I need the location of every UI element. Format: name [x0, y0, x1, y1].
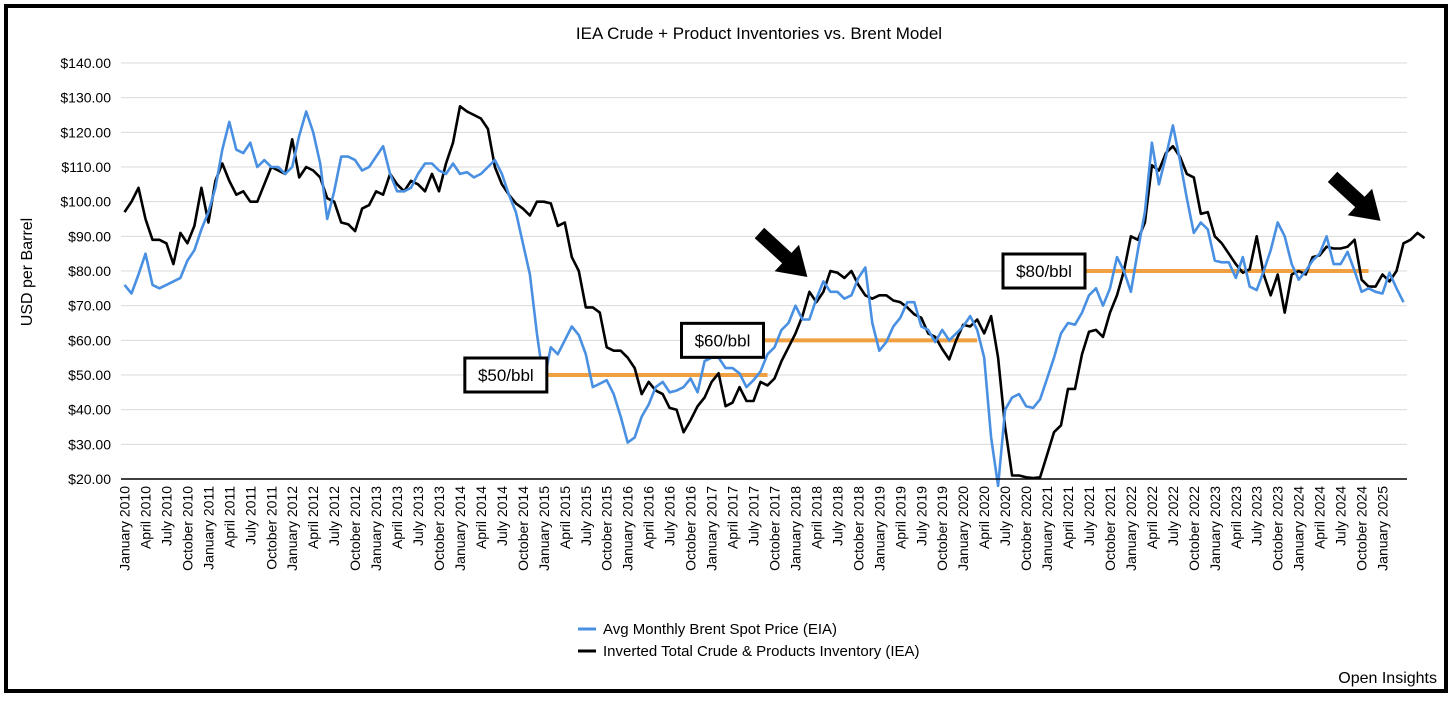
- y-tick-label: $40.00: [68, 402, 111, 418]
- x-tick-label: October 2021: [1102, 486, 1118, 571]
- x-tick-label: January 2016: [620, 486, 636, 571]
- chart-title: IEA Crude + Product Inventories vs. Bren…: [576, 24, 942, 43]
- x-tick-label: January 2019: [871, 486, 887, 571]
- x-tick-label: April 2017: [725, 486, 741, 549]
- y-tick-label: $70.00: [68, 298, 111, 314]
- x-tick-label: April 2014: [473, 486, 489, 549]
- x-tick-label: April 2022: [1144, 486, 1160, 549]
- series-line-brent: [123, 110, 1405, 488]
- legend-label-brent: Avg Monthly Brent Spot Price (EIA): [603, 621, 837, 638]
- x-tick-labels: January 2010 April 2010 July 2010 October 2…: [117, 486, 1391, 571]
- x-tick-label: April 2024: [1312, 486, 1328, 549]
- annotation-boxes: $50/bbl $60/bbl $80/bbl: [463, 252, 1087, 394]
- source-label: Open Insights: [1338, 670, 1437, 687]
- x-tick-label: July 2012: [326, 486, 342, 546]
- x-tick-label: October 2016: [683, 486, 699, 571]
- x-tick-label: April 2015: [557, 486, 573, 549]
- x-tick-label: October 2010: [179, 486, 195, 571]
- x-tick-label: July 2013: [410, 486, 426, 546]
- annotation-box-50: [463, 356, 549, 394]
- y-tick-label: $30.00: [68, 436, 111, 452]
- y-tick-labels: $20.00 $30.00 $40.00 $50.00 $60.00 $70.00 $80.…: [60, 55, 111, 487]
- x-tick-label: July 2024: [1333, 486, 1349, 546]
- legend: Avg Monthly Brent Spot Price (EIA) Inver…: [578, 621, 920, 660]
- x-tick-label: April 2021: [1060, 486, 1076, 549]
- x-tick-label: July 2010: [158, 486, 174, 546]
- x-tick-label: January 2025: [1375, 486, 1391, 571]
- x-tick-label: October 2019: [934, 486, 950, 571]
- arrow-1: [754, 227, 808, 277]
- series-lines: [123, 105, 1426, 488]
- x-tick-label: January 2011: [200, 486, 216, 570]
- x-tick-label: July 2021: [1081, 486, 1097, 546]
- y-tick-label: $140.00: [60, 55, 111, 71]
- x-tick-label: October 2014: [515, 486, 531, 571]
- legend-label-inventory: Inverted Total Crude & Products Inventor…: [603, 643, 920, 660]
- x-tick-label: April 2019: [892, 486, 908, 549]
- annotation-lines: [546, 269, 1369, 377]
- x-tick-label: January 2017: [704, 486, 720, 571]
- x-tick-label: October 2017: [767, 486, 783, 571]
- annotation-label-80: $80/bbl: [1016, 262, 1072, 281]
- x-tick-label: January 2023: [1207, 486, 1223, 571]
- y-tick-label: $100.00: [60, 194, 111, 210]
- x-tick-label: July 2016: [662, 486, 678, 546]
- y-tick-label: $110.00: [61, 159, 111, 175]
- x-tick-label: July 2017: [746, 486, 762, 546]
- x-tick-label: January 2013: [368, 486, 384, 571]
- x-tick-label: April 2010: [138, 486, 154, 549]
- x-tick-label: January 2020: [955, 486, 971, 571]
- x-tick-label: January 2014: [452, 486, 468, 571]
- y-tick-label: $120.00: [60, 124, 111, 140]
- series-line-inventory: [123, 105, 1426, 480]
- y-tick-label: $130.00: [60, 90, 111, 106]
- x-tick-label: April 2016: [641, 486, 657, 549]
- x-tick-label: April 2020: [976, 486, 992, 549]
- annotation-box-60: [679, 321, 765, 359]
- y-tick-label: $60.00: [68, 332, 111, 348]
- x-tick-label: October 2020: [1018, 486, 1034, 571]
- y-tick-label: $90.00: [68, 228, 111, 244]
- x-tick-label: October 2023: [1270, 486, 1286, 571]
- annotation-box-80: [1001, 252, 1087, 290]
- x-tick-label: October 2022: [1186, 486, 1202, 571]
- annotation-label-60: $60/bbl: [695, 331, 751, 350]
- x-tick-label: April 2011: [221, 486, 237, 548]
- arrow-2: [1327, 171, 1381, 221]
- x-tick-label: July 2022: [1165, 486, 1181, 546]
- x-tick-label: January 2015: [536, 486, 552, 571]
- x-tick-label: October 2013: [431, 486, 447, 571]
- x-tick-label: October 2012: [347, 486, 363, 571]
- annotation-label-50: $50/bbl: [478, 366, 534, 385]
- x-tick-label: July 2023: [1249, 486, 1265, 546]
- x-tick-label: January 2021: [1039, 486, 1055, 571]
- x-tick-label: July 2018: [829, 486, 845, 546]
- y-tick-label: $80.00: [68, 263, 111, 279]
- x-tick-label: January 2022: [1123, 486, 1139, 571]
- x-tick-label: January 2024: [1291, 486, 1307, 571]
- y-tick-label: $50.00: [68, 367, 111, 383]
- x-tick-label: July 2020: [997, 486, 1013, 546]
- x-tick-label: April 2013: [389, 486, 405, 549]
- x-tick-label: April 2018: [808, 486, 824, 549]
- x-tick-label: January 2010: [117, 486, 133, 571]
- y-tick-label: $20.00: [68, 471, 111, 487]
- x-tick-label: January 2012: [284, 486, 300, 571]
- x-tick-label: October 2015: [599, 486, 615, 571]
- x-tick-label: July 2011: [242, 486, 258, 545]
- x-tick-label: July 2019: [913, 486, 929, 546]
- x-tick-label: April 2023: [1228, 486, 1244, 549]
- x-tick-label: July 2015: [578, 486, 594, 546]
- x-tick-label: October 2018: [850, 486, 866, 571]
- y-axis-title: USD per Barrel: [19, 218, 36, 326]
- x-tick-label: April 2012: [305, 486, 321, 549]
- x-tick-label: January 2018: [788, 486, 804, 571]
- x-tick-label: October 2011: [263, 486, 279, 570]
- arrows: [754, 171, 1381, 277]
- x-tick-label: July 2014: [494, 486, 510, 546]
- x-tick-label: October 2024: [1354, 486, 1370, 571]
